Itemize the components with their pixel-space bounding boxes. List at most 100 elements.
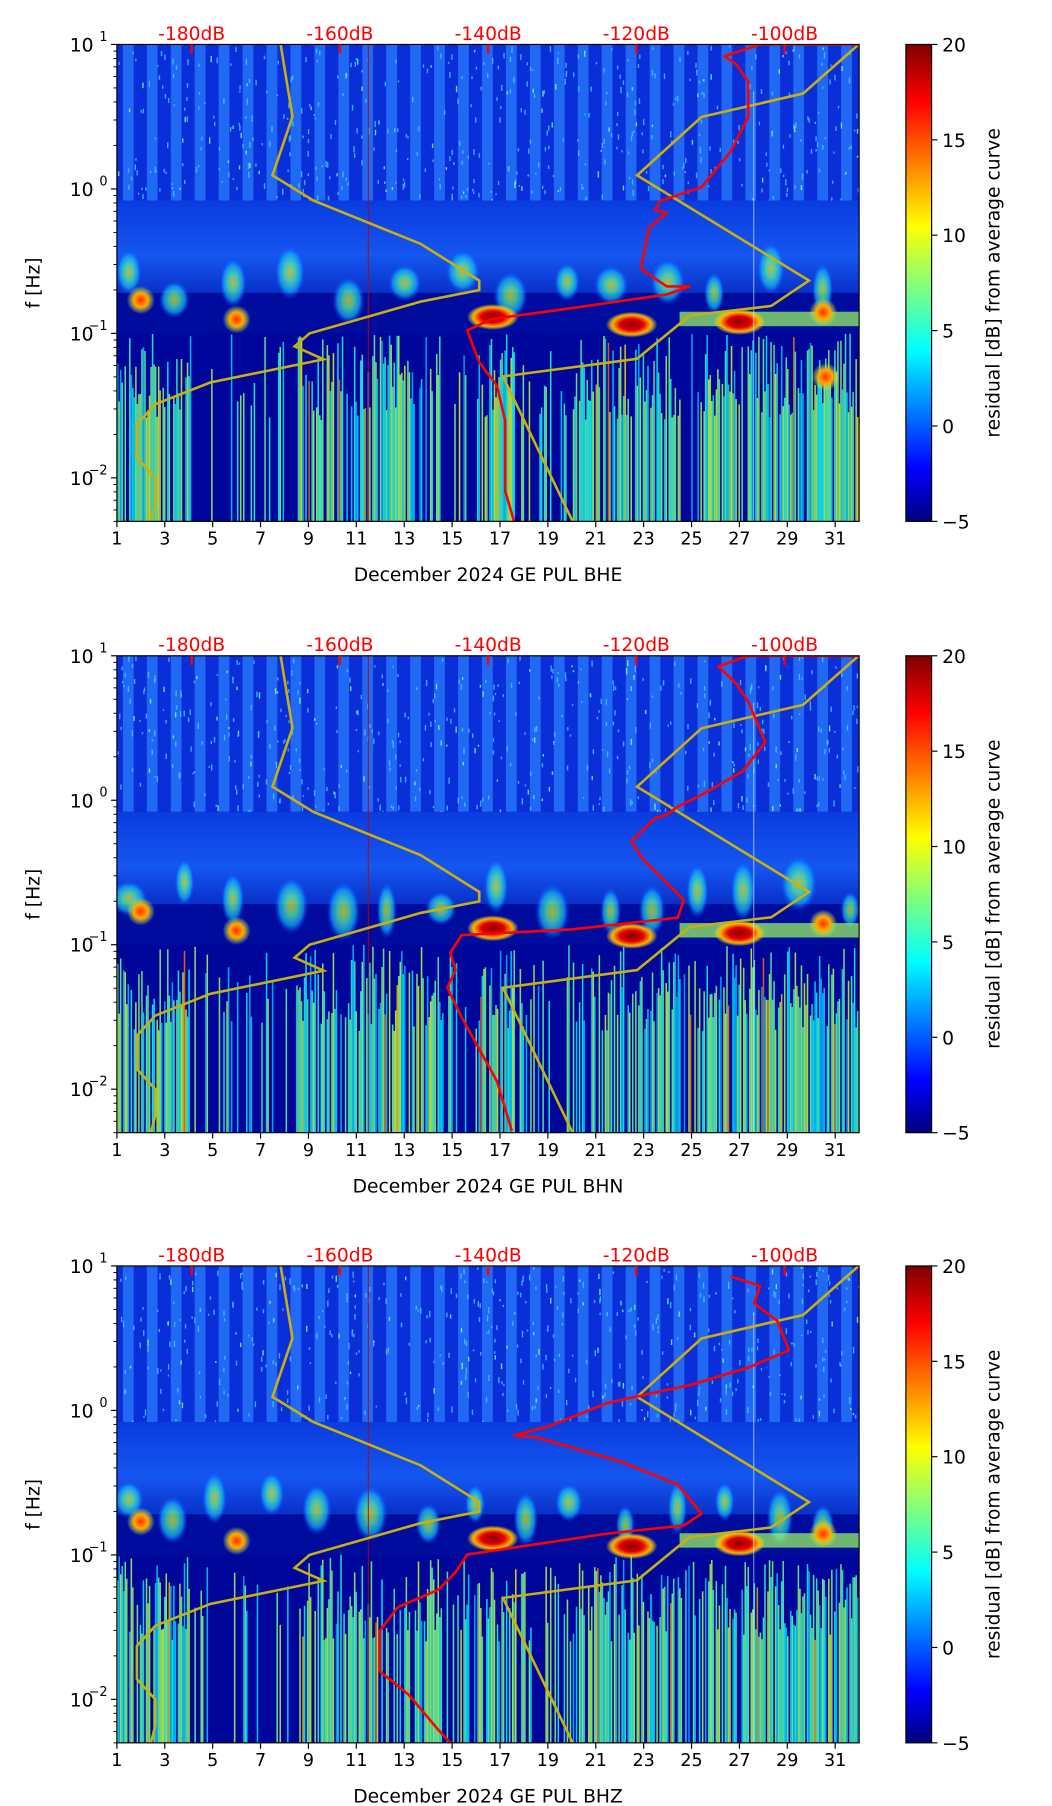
noise-speck <box>601 194 604 200</box>
noise-speck <box>433 1388 435 1394</box>
noise-speck <box>288 771 291 775</box>
noise-speck <box>415 1305 418 1310</box>
streak <box>431 995 433 1133</box>
streak <box>186 362 189 522</box>
streak <box>167 361 169 522</box>
daily-stripe <box>194 44 206 201</box>
streak <box>549 1567 552 1743</box>
noise-speck <box>137 192 140 195</box>
noise-speck <box>675 1403 677 1407</box>
y-tick-label-base: 10 <box>70 1257 94 1278</box>
streak <box>528 1640 531 1743</box>
noise-speck <box>569 1416 572 1422</box>
noise-speck <box>795 1418 797 1422</box>
streak <box>622 1559 625 1743</box>
daily-stripe <box>721 1265 733 1422</box>
streak <box>188 1588 190 1743</box>
noise-speck <box>725 1384 728 1389</box>
noise-speck <box>778 1299 780 1305</box>
noise-speck <box>621 1309 624 1313</box>
streak <box>382 948 385 1133</box>
streak <box>322 1559 324 1743</box>
noise-speck <box>748 1347 750 1352</box>
noise-speck <box>354 1305 356 1309</box>
streak <box>815 992 818 1133</box>
streak <box>305 374 307 522</box>
noise-speck <box>163 686 165 693</box>
streak <box>464 375 467 522</box>
y-tick-label-base: 10 <box>70 324 94 345</box>
streak <box>782 1560 784 1743</box>
colorbar-tick-label: 15 <box>942 742 966 763</box>
streak <box>704 354 707 522</box>
noise-speck <box>299 697 301 704</box>
streak <box>435 353 438 522</box>
hotspot <box>811 362 840 391</box>
streak <box>838 403 841 522</box>
daily-stripe <box>434 44 445 201</box>
noise-speck <box>349 677 351 683</box>
streak <box>369 962 371 1133</box>
streak <box>590 968 593 1133</box>
noise-speck <box>353 153 356 158</box>
streak <box>572 962 575 1133</box>
noise-speck <box>335 1381 337 1385</box>
noise-speck <box>248 171 250 178</box>
noise-speck <box>630 1307 632 1312</box>
hotspot <box>605 923 658 949</box>
noise-speck <box>177 1387 179 1393</box>
streak <box>515 1569 517 1743</box>
streak <box>484 967 487 1133</box>
streak <box>580 1608 582 1743</box>
streak <box>711 400 713 522</box>
colorbar-tick-label: 5 <box>942 1543 954 1564</box>
streak <box>407 360 409 522</box>
noise-speck <box>678 683 680 688</box>
streak <box>683 974 686 1133</box>
noise-speck <box>674 97 677 101</box>
noise-speck <box>142 194 144 199</box>
noise-speck <box>448 777 450 784</box>
noise-speck <box>527 174 529 177</box>
noise-speck <box>703 1296 705 1303</box>
streak <box>317 974 319 1133</box>
colorbar-gradient <box>905 1265 933 1744</box>
streak <box>622 396 625 522</box>
x-tick-label: 15 <box>441 1141 463 1161</box>
streak <box>276 1592 278 1743</box>
streak <box>735 1612 737 1743</box>
streak <box>679 1588 681 1743</box>
streak <box>580 340 582 522</box>
streak <box>820 384 822 522</box>
streak <box>651 972 654 1133</box>
streak <box>414 1610 417 1743</box>
streak <box>501 1596 503 1743</box>
x-tick-label: 19 <box>537 530 559 550</box>
streak <box>700 402 702 522</box>
noise-speck <box>625 668 628 675</box>
streak <box>581 1570 584 1743</box>
streak <box>834 1023 836 1133</box>
streak <box>752 1609 754 1743</box>
noise-speck <box>631 88 634 92</box>
noise-speck <box>804 791 806 795</box>
noise-speck <box>627 660 629 667</box>
streak <box>350 1605 353 1743</box>
streak <box>370 1024 373 1133</box>
streak <box>393 1030 395 1133</box>
streak <box>185 1628 187 1743</box>
noise-speck <box>306 1325 308 1332</box>
x-tick-label: 1 <box>111 1751 122 1771</box>
noise-speck <box>440 53 442 59</box>
noise-speck <box>277 60 280 65</box>
noise-speck <box>238 662 241 665</box>
noise-speck <box>246 98 248 105</box>
noise-speck <box>426 68 429 73</box>
noise-speck <box>620 86 622 94</box>
streak <box>130 374 133 522</box>
noise-speck <box>766 162 768 167</box>
noise-speck <box>218 1378 221 1385</box>
noise-speck <box>460 1380 463 1385</box>
noise-speck <box>577 153 580 156</box>
streak <box>817 1017 819 1133</box>
